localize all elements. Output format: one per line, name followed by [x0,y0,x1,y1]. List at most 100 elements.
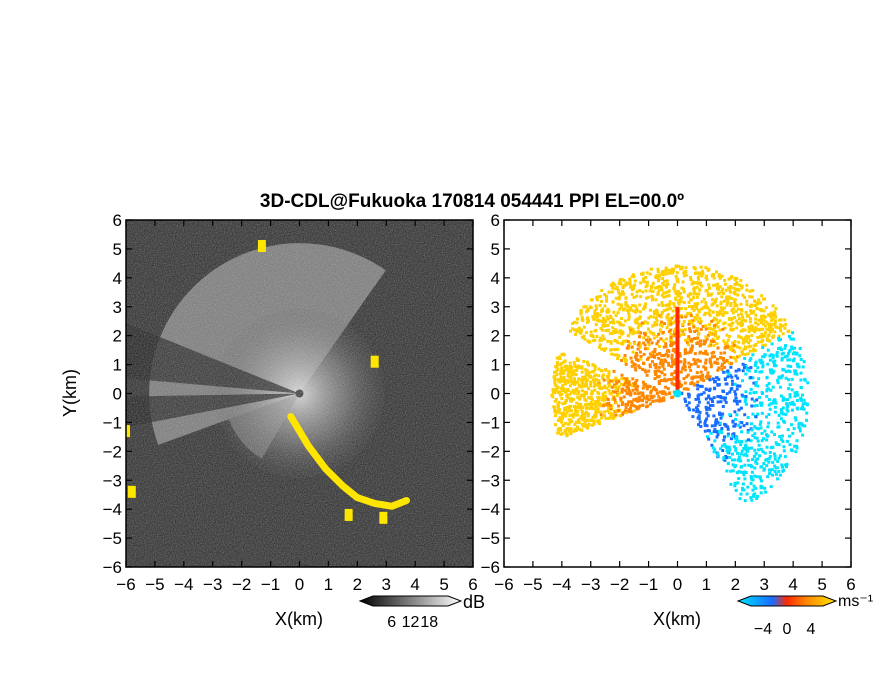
velocity-gate [763,315,767,319]
reflectivity-x-tick-label: 2 [353,575,362,594]
velocity-gate [686,351,690,355]
velocity-gate [727,335,731,338]
velocity-y-tick-label: 6 [491,211,500,230]
velocity-gate [700,392,704,396]
velocity-gate [698,316,702,320]
velocity-gate [792,359,795,363]
velocity-gate [781,396,785,400]
velocity-gate [633,320,637,324]
velocity-gate [591,415,595,419]
velocity-gate [618,329,622,333]
velocity-gate [559,386,563,390]
velocity-gate [641,278,645,282]
velocity-gate [669,322,673,326]
velocity-gate [618,307,622,311]
velocity-gate [765,327,769,331]
velocity-gate [647,356,651,360]
velocity-gate [759,465,763,469]
velocity-gate [598,343,602,347]
velocity-gate [664,345,668,348]
velocity-gate [690,346,694,350]
velocity-gate [658,274,662,277]
velocity-gate [574,328,578,332]
velocity-gate [710,355,714,359]
velocity-gate [750,428,754,432]
velocity-gate [673,371,677,374]
velocity-gate [727,372,731,376]
velocity-gate [597,386,601,390]
velocity-gate [651,281,655,285]
velocity-gate [553,378,557,382]
velocity-gate [725,341,729,345]
reflectivity-x-tick-label: −3 [203,575,222,594]
velocity-gate [754,328,758,332]
velocity-gate [574,373,578,377]
velocity-gate [682,287,686,291]
velocity-gate [768,451,772,454]
velocity-gate [759,308,763,312]
velocity-gate [685,375,689,379]
velocity-gate [656,279,660,283]
velocity-gate [628,326,632,330]
velocity-gate [722,370,726,374]
velocity-gate [580,370,584,374]
velocity-gate [670,356,674,360]
velocity-gate [569,427,573,431]
velocity-gate [616,289,620,292]
velocity-gate [553,391,557,395]
velocity-gate [704,327,708,331]
velocity-gate [616,394,619,398]
velocity-gate [576,392,580,396]
velocity-gate [607,402,611,405]
velocity-gate [618,278,622,282]
velocity-gate [784,412,788,416]
velocity-gate [708,331,712,335]
velocity-gate [678,298,682,302]
velocity-gate [652,315,656,319]
velocity-gate [593,388,597,392]
velocity-gate [614,413,618,417]
velocity-gate [639,324,643,328]
velocity-gate [777,413,781,417]
velocity-gate [612,378,616,382]
velocity-gate [576,418,580,422]
velocity-gate [618,295,622,299]
velocity-gate [632,404,636,408]
velocity-gate [574,365,578,369]
velocity-gate [740,393,744,397]
velocity-gate [641,391,645,395]
velocity-gate [695,328,699,332]
velocity-gate [683,397,687,401]
velocity-gate [562,360,566,364]
velocity-gate [716,433,720,436]
velocity-gate [792,427,796,431]
velocity-gate [572,412,575,416]
velocity-gate [734,344,738,348]
velocity-gate [720,431,724,435]
velocity-gate [759,321,763,324]
velocity-gate [739,470,743,474]
velocity-gate [619,305,623,309]
velocity-gate [631,332,635,336]
velocity-gate [646,321,650,325]
velocity-gate [604,416,608,420]
velocity-gate [625,392,629,396]
velocity-gate [723,351,727,355]
velocity-gate [723,456,727,460]
velocity-gate [655,392,659,395]
reflectivity-colorbar-tick-label: 18 [420,614,438,631]
velocity-gate [556,405,560,409]
velocity-gate [798,426,802,430]
velocity-gate [773,362,776,366]
velocity-gate [664,337,668,341]
velocity-gate [654,363,658,366]
velocity-gate [777,336,781,340]
velocity-gate [773,310,777,314]
velocity-x-tick-label: −2 [610,575,629,594]
velocity-gate [772,401,776,405]
velocity-gate [695,410,699,414]
velocity-gate [566,427,570,430]
velocity-gate [751,478,755,482]
velocity-gate [671,362,675,366]
